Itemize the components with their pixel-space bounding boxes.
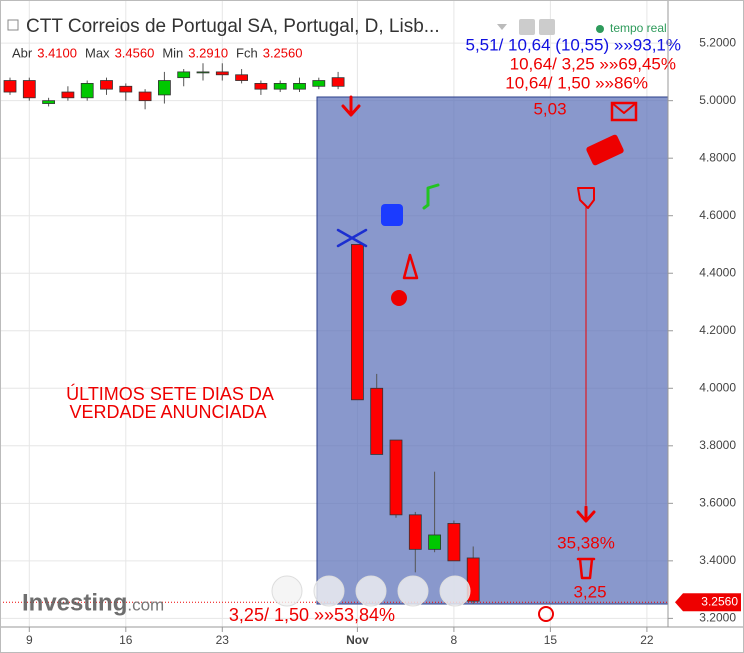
music-icon [422, 183, 440, 210]
candle-body [428, 534, 442, 550]
collapse-icon[interactable] [7, 19, 19, 31]
bug-icon [391, 290, 407, 306]
y-tick-label: 4.2000 [699, 323, 736, 337]
gear-icon[interactable] [539, 19, 555, 35]
mail-icon [611, 102, 637, 114]
annotation: 10,64/ 3,25 »»69,45% [510, 54, 676, 73]
y-tick-label: 5.2000 [699, 35, 736, 49]
annotation: 5,03 [533, 99, 566, 118]
y-tick-label: 4.8000 [699, 150, 736, 164]
arrow-icon [341, 95, 361, 117]
ohlc-header: Abr 3.4100 Max 3.4560 Min 3.2910 Fch 3.2560 [12, 45, 302, 60]
highlight-box [316, 96, 669, 605]
y-tick-label: 3.4000 [699, 553, 736, 567]
annotation: 3,25/ 1,50 »»53,84% [229, 605, 395, 625]
annotation: 10,64/ 1,50 »»86% [505, 73, 648, 92]
x-tick-label: Nov [346, 633, 369, 647]
nav-zoom-in[interactable] [397, 575, 429, 607]
candle-body [408, 514, 422, 550]
last-price-label: 3.2560 [701, 594, 738, 608]
y-tick-label: 3.8000 [699, 438, 736, 452]
hand-icon [577, 187, 595, 209]
candle-body [22, 80, 36, 99]
candle-body [157, 80, 171, 96]
last-price-tag [683, 593, 741, 612]
candle-body [42, 100, 55, 104]
candle-body [61, 91, 75, 99]
trash-icon [576, 557, 596, 580]
ohlc-value: 3.4100 [37, 45, 77, 60]
status-dot [596, 25, 604, 33]
candle-body [331, 77, 345, 87]
annotation: VERDADE ANUNCIADA [69, 402, 266, 422]
ohlc-label: Fch [236, 45, 258, 60]
ambulance-icon [586, 134, 624, 166]
status: tempo real [610, 21, 667, 35]
candle-body [235, 74, 249, 81]
y-tick-label: 3.2000 [699, 611, 736, 625]
x-tick-label: 8 [451, 633, 458, 647]
scissors-icon [336, 228, 368, 248]
penguin-icon [402, 253, 419, 280]
annotation: 5,51/ 10,64 (10,55) »»93,1% [466, 35, 682, 54]
candle-body [196, 71, 210, 74]
ohlc-value: 3.2910 [188, 45, 228, 60]
candle-body [254, 83, 268, 90]
candle-body [312, 80, 326, 87]
candle-body [273, 83, 287, 90]
x-tick-label: 22 [640, 633, 654, 647]
arrow-icon [576, 505, 596, 523]
y-tick-label: 3.6000 [699, 495, 736, 509]
candle-body [370, 387, 384, 455]
candle-body [215, 71, 229, 76]
candle-body [177, 71, 191, 79]
wheelchair-icon [538, 606, 554, 622]
mail-icon [610, 101, 638, 122]
y-tick-label: 4.0000 [699, 380, 736, 394]
ohlc-value: 3.2560 [263, 45, 303, 60]
last-price-pointer [675, 593, 683, 612]
candles [3, 63, 480, 604]
annotation: 35,38% [557, 533, 615, 552]
candle-body [447, 523, 461, 562]
watermark: .com [127, 595, 164, 614]
x-tick-label: 16 [119, 633, 133, 647]
candle-body [138, 91, 152, 102]
annotation: ÚLTIMOS SETE DIAS DA [66, 383, 274, 404]
overlay: 5,51/ 10,64 (10,55) »»93,1%10,64/ 3,25 »… [0, 35, 682, 625]
candle-body [350, 244, 364, 401]
candle-body [389, 439, 403, 516]
candle-body [80, 83, 94, 99]
x-tick-label: 9 [26, 633, 33, 647]
candle-body [293, 83, 306, 90]
y-tick-label: 4.4000 [699, 265, 736, 279]
y-tick-label: 4.6000 [699, 208, 736, 222]
annotation: 3,25 [573, 582, 606, 601]
nav-next[interactable] [439, 575, 471, 607]
ohlc-label: Max [85, 45, 110, 60]
candle-body [3, 80, 17, 93]
ohlc-value: 3.4560 [115, 45, 155, 60]
x-tick-label: 15 [544, 633, 558, 647]
dropdown[interactable] [497, 24, 507, 30]
ohlc-label: Abr [12, 45, 33, 60]
y-tick-label: 5.0000 [699, 93, 736, 107]
candle-body [100, 80, 113, 90]
nav-reset[interactable] [355, 575, 387, 607]
x-tick-label: 23 [216, 633, 230, 647]
watermark: Investing [22, 589, 127, 616]
nav-zoom-out[interactable] [313, 575, 345, 607]
settings-icon[interactable] [519, 19, 535, 35]
chart-title: CTT Correios de Portugal SA, Portugal, D… [26, 16, 440, 37]
navigation [271, 575, 471, 607]
ohlc-label: Min [162, 45, 183, 60]
twitter-icon [381, 204, 403, 226]
candle-body [119, 85, 133, 93]
nav-prev[interactable] [271, 575, 303, 607]
